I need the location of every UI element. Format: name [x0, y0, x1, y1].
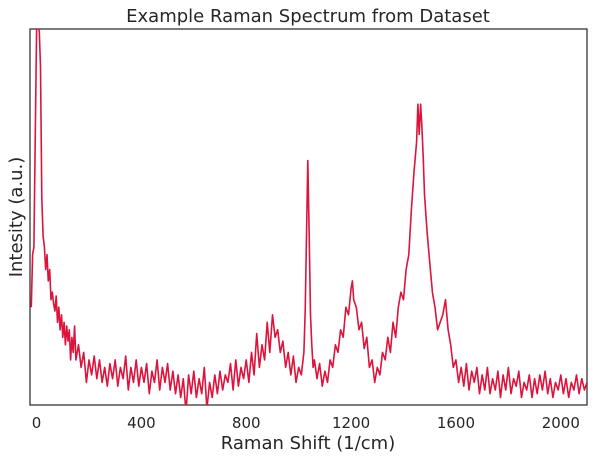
chart-title: Example Raman Spectrum from Dataset — [126, 6, 490, 27]
x-tick-label: 800 — [232, 414, 261, 432]
plot-area-frame — [29, 28, 588, 406]
spectrum-line — [30, 29, 587, 405]
x-tick-label: 2000 — [542, 414, 580, 432]
x-tick-label: 1200 — [332, 414, 370, 432]
x-axis-label: Raman Shift (1/cm) — [221, 433, 395, 454]
series-group — [30, 29, 587, 405]
x-axis-ticks: 0 400 800 1200 1600 2000 — [32, 414, 580, 432]
x-tick-label: 400 — [127, 414, 156, 432]
x-tick-label: 1600 — [437, 414, 475, 432]
y-axis-label: Intesity (a.u.) — [6, 157, 27, 278]
x-tick-label: 0 — [32, 414, 42, 432]
